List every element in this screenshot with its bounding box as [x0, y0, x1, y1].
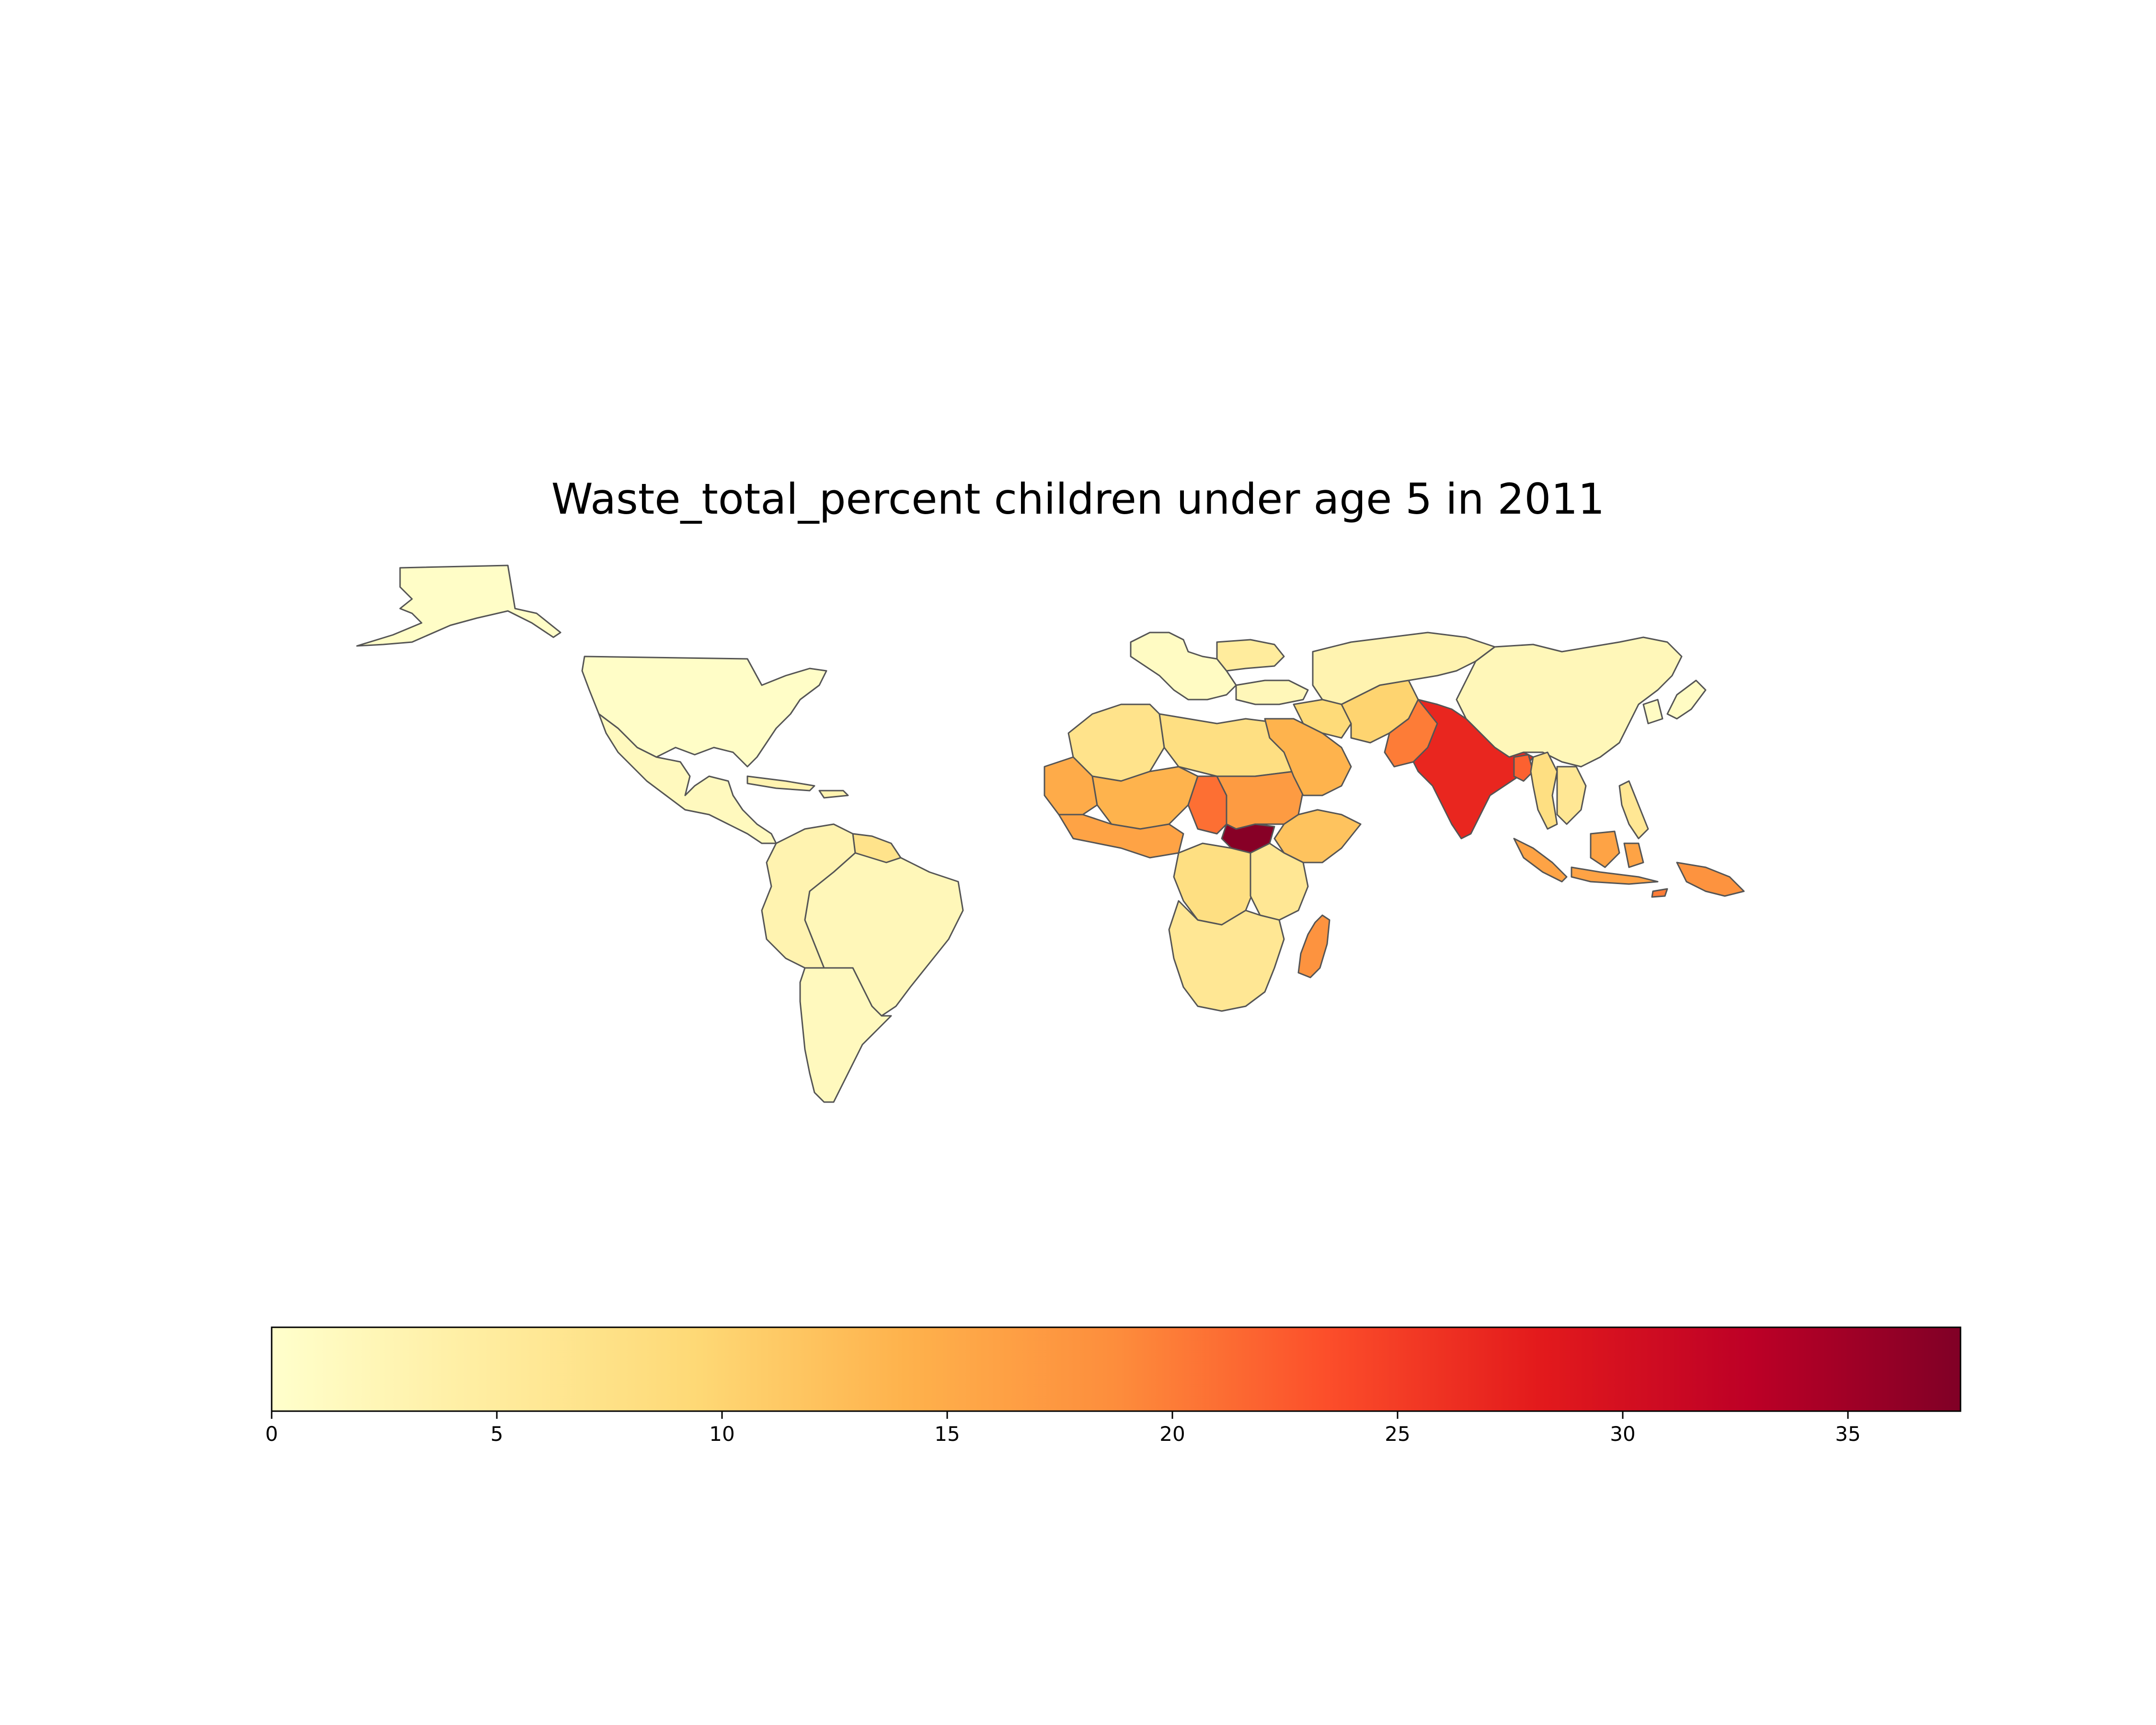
region-philippines	[1618, 780, 1649, 840]
region-turkey-caucasus	[1235, 679, 1309, 705]
region-india	[1412, 699, 1534, 840]
region-indochina	[1556, 766, 1587, 825]
region-korea-japan	[1642, 679, 1707, 724]
region-south-america-south	[799, 967, 892, 1103]
region-caribbean	[746, 775, 849, 799]
colorbar-tick-label: 25	[1385, 1422, 1410, 1446]
region-central-africa	[1173, 842, 1266, 926]
region-mexico-central-america	[598, 713, 777, 844]
colorbar-tick-label: 5	[491, 1422, 504, 1446]
region-middle-east	[1293, 699, 1352, 739]
region-europe-east	[1216, 639, 1285, 672]
region-bangladesh	[1513, 754, 1534, 782]
region-horn-of-africa	[1273, 809, 1362, 863]
region-myanmar-thailand	[1530, 751, 1558, 830]
colorbar-tick-label: 20	[1159, 1422, 1185, 1446]
colorbar-tick-label: 15	[934, 1422, 960, 1446]
colorbar-tick-label: 0	[265, 1422, 278, 1446]
region-brazil	[804, 852, 964, 1017]
colorbar-tick-label: 10	[709, 1422, 734, 1446]
colorbar-tick-label: 30	[1610, 1422, 1635, 1446]
region-alaska	[356, 564, 562, 647]
colorbar-ticks: 0 5 10 15 20 25 30 35	[265, 1411, 1861, 1446]
region-gulf-of-guinea	[1058, 814, 1184, 859]
region-madagascar	[1297, 914, 1330, 978]
region-east-africa	[1250, 842, 1309, 921]
colorbar-gradient	[271, 1326, 1961, 1412]
region-indonesia	[1513, 830, 1659, 885]
map-title: Waste_total_percent children under age 5…	[551, 474, 1605, 524]
colorbar-tick-label: 35	[1835, 1422, 1860, 1446]
region-timor	[1651, 888, 1668, 898]
region-southern-africa	[1168, 900, 1285, 1012]
region-papua-new-guinea	[1676, 862, 1745, 897]
region-senegal-mauritania	[1044, 756, 1098, 816]
